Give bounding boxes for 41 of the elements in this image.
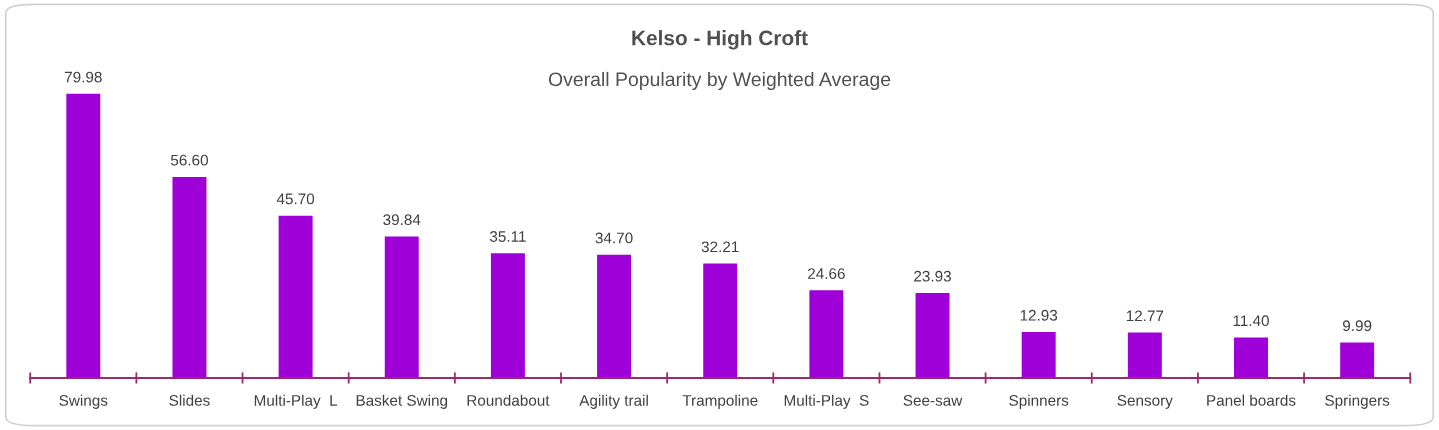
bar xyxy=(915,292,950,378)
data-label: 56.60 xyxy=(170,154,208,166)
bar xyxy=(1127,332,1162,378)
x-tick-label: Roundabout xyxy=(467,394,550,406)
x-tick-label: Swings xyxy=(59,394,108,409)
data-label: 39.84 xyxy=(383,214,421,226)
x-tick-label: Multi-Play S xyxy=(784,394,869,409)
bar xyxy=(703,263,738,378)
data-label: 12.77 xyxy=(1126,310,1164,322)
data-label: 79.98 xyxy=(64,71,102,83)
x-tick-label: Basket Swing xyxy=(356,394,448,409)
x-tick-label: Trampoline xyxy=(682,394,758,409)
data-label: 32.21 xyxy=(701,241,739,253)
data-label: 35.11 xyxy=(489,231,526,242)
x-tick-label: Slides xyxy=(169,394,210,406)
bar xyxy=(384,236,419,378)
data-label: 24.66 xyxy=(808,268,845,280)
x-tick-label: Agility trail xyxy=(579,394,648,409)
data-label: 34.70 xyxy=(595,232,633,244)
bar xyxy=(490,253,525,378)
data-label: 45.70 xyxy=(276,193,315,205)
bar xyxy=(1021,332,1056,378)
chart-subtitle: Overall Popularity by Weighted Average xyxy=(548,71,891,91)
data-label: 9.99 xyxy=(1342,320,1372,332)
data-label: 11.40 xyxy=(1233,315,1269,327)
x-tick-label: Panel boards xyxy=(1207,394,1296,406)
bar xyxy=(597,254,632,378)
bar xyxy=(809,290,844,378)
x-tick-label: See-saw xyxy=(903,395,963,406)
data-label: 23.93 xyxy=(914,270,951,282)
bar xyxy=(66,93,101,378)
bar xyxy=(278,215,313,378)
x-tick-label: Sensory xyxy=(1117,395,1173,409)
data-label: 12.93 xyxy=(1020,309,1058,321)
x-tick-label: Multi-Play L xyxy=(254,394,338,409)
bar xyxy=(172,176,207,378)
x-tick-label: Springers xyxy=(1325,394,1390,409)
bar xyxy=(1234,337,1268,378)
x-tick-label: Spinners xyxy=(1009,394,1069,409)
chart-title: Kelso - High Croft xyxy=(632,30,808,50)
bar xyxy=(1340,342,1375,378)
